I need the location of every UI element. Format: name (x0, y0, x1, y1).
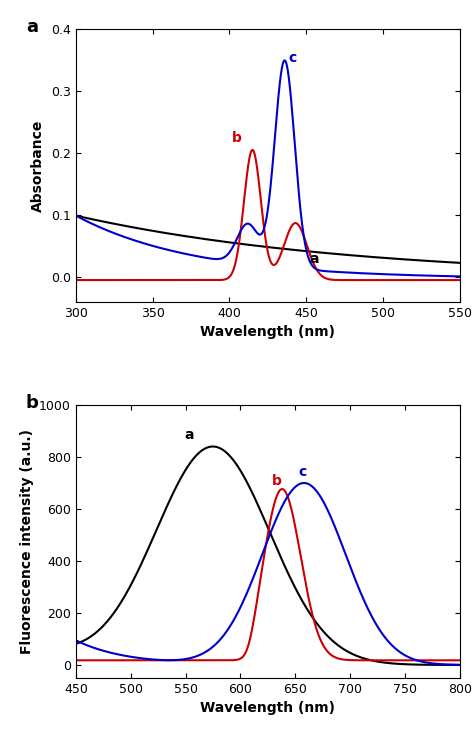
Text: b: b (272, 475, 282, 488)
Y-axis label: Absorbance: Absorbance (31, 120, 46, 211)
Text: a: a (309, 252, 319, 266)
X-axis label: Wavelength (nm): Wavelength (nm) (201, 701, 335, 715)
Text: a: a (184, 428, 193, 442)
Text: c: c (299, 465, 307, 480)
Y-axis label: Fluorescence intensity (a.u.): Fluorescence intensity (a.u.) (19, 429, 34, 654)
Text: b: b (232, 131, 242, 145)
Text: a: a (26, 18, 38, 36)
Text: b: b (26, 394, 39, 413)
X-axis label: Wavelength (nm): Wavelength (nm) (201, 325, 335, 339)
Text: c: c (288, 51, 297, 65)
